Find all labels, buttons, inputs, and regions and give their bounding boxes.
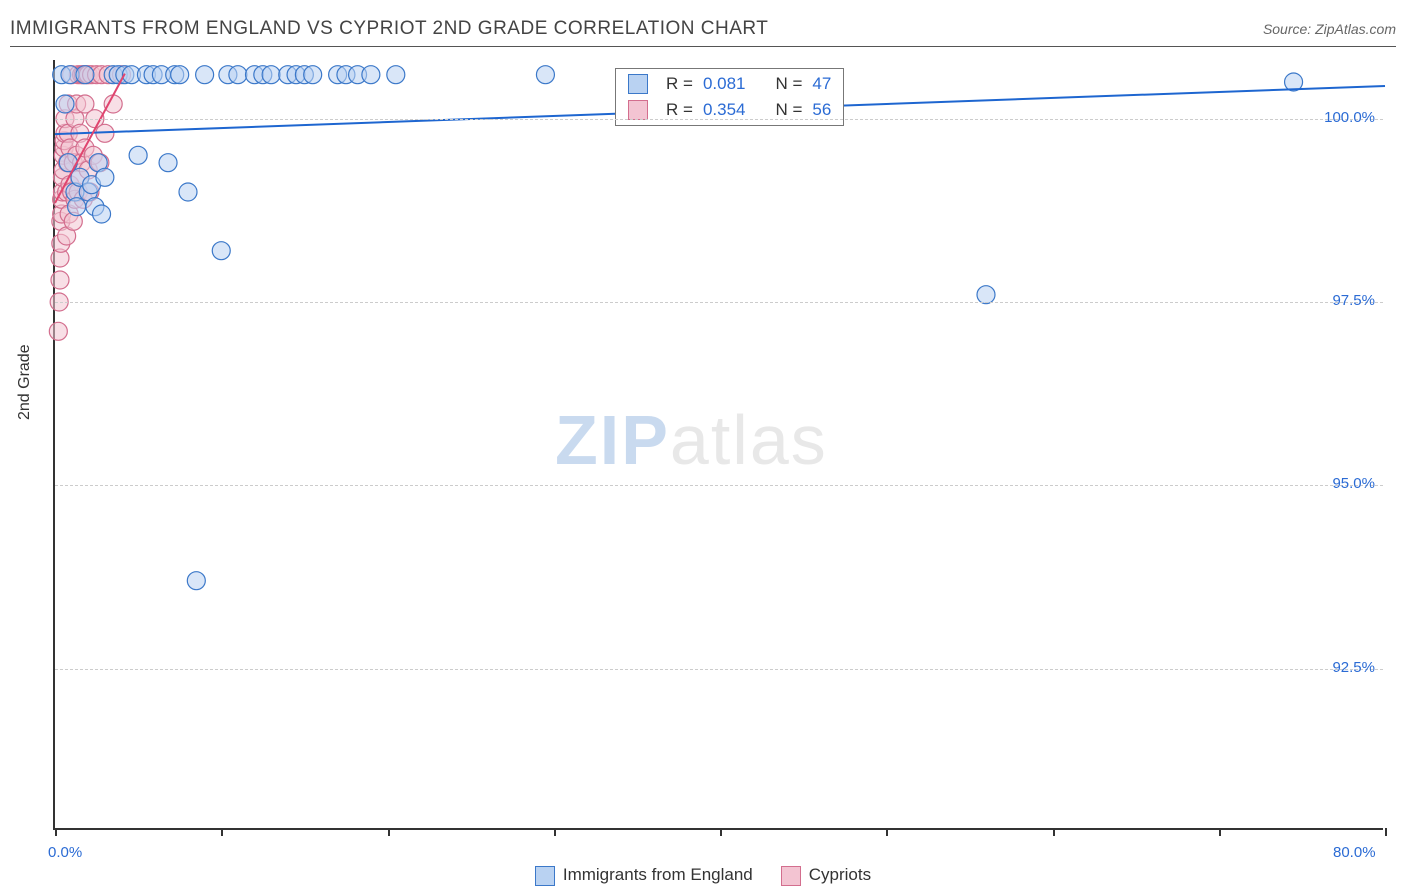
x-tick (1219, 828, 1221, 836)
point-england (96, 168, 114, 186)
legend-swatch-england-icon (535, 866, 555, 886)
gridline (55, 119, 1383, 120)
legend-item-england: Immigrants from England (535, 865, 753, 886)
stats-box: R = 0.081 N = 47 R = 0.354 N = 56 (615, 68, 844, 126)
stats-n-label: N = (775, 100, 802, 120)
point-england (159, 154, 177, 172)
plot-svg (55, 60, 1385, 830)
gridline (55, 669, 1383, 670)
point-england (362, 66, 380, 84)
point-england (171, 66, 189, 84)
y-axis-label: 2nd Grade (16, 344, 34, 420)
legend-item-cypriots: Cypriots (781, 865, 871, 886)
stats-r-label: R = (666, 74, 693, 94)
x-tick (221, 828, 223, 836)
stats-n-label: N = (775, 74, 802, 94)
gridline (55, 485, 1383, 486)
point-england (304, 66, 322, 84)
point-england (387, 66, 405, 84)
point-cypriots (51, 271, 69, 289)
y-tick-label: 92.5% (1332, 659, 1375, 676)
point-england (93, 205, 111, 223)
title-bar: IMMIGRANTS FROM ENGLAND VS CYPRIOT 2ND G… (10, 18, 1396, 47)
y-tick-label: 95.0% (1332, 475, 1375, 492)
scatter-plot: ZIPatlas R = 0.081 N = 47 R = 0.354 N = … (53, 60, 1383, 830)
point-england (76, 66, 94, 84)
point-england (229, 66, 247, 84)
point-england (262, 66, 280, 84)
x-tick (1053, 828, 1055, 836)
stats-r-england: 0.081 (703, 74, 746, 94)
legend-swatch-cypriots-icon (781, 866, 801, 886)
point-england (59, 154, 77, 172)
stats-n-england: 47 (812, 74, 831, 94)
x-tick (886, 828, 888, 836)
y-tick-label: 97.5% (1332, 292, 1375, 309)
point-england (536, 66, 554, 84)
chart-title: IMMIGRANTS FROM ENGLAND VS CYPRIOT 2ND G… (10, 18, 768, 40)
stats-row-england: R = 0.081 N = 47 (616, 71, 843, 97)
stats-r-label: R = (666, 100, 693, 120)
swatch-cypriots-icon (628, 100, 648, 120)
gridline (55, 302, 1383, 303)
x-tick (388, 828, 390, 836)
chart-source: Source: ZipAtlas.com (1263, 21, 1396, 37)
point-england (977, 286, 995, 304)
stats-r-cypriots: 0.354 (703, 100, 746, 120)
point-england (179, 183, 197, 201)
point-england (129, 146, 147, 164)
x-tick (55, 828, 57, 836)
point-england (56, 95, 74, 113)
point-cypriots (104, 95, 122, 113)
x-tick (554, 828, 556, 836)
point-england (187, 572, 205, 590)
point-england (196, 66, 214, 84)
point-cypriots (49, 322, 67, 340)
x-tick (720, 828, 722, 836)
x-min-label: 0.0% (48, 844, 82, 861)
stats-n-cypriots: 56 (812, 100, 831, 120)
y-tick-label: 100.0% (1324, 109, 1375, 126)
legend: Immigrants from England Cypriots (0, 865, 1406, 886)
point-england (68, 198, 86, 216)
legend-label-cypriots: Cypriots (809, 865, 871, 884)
point-england (212, 242, 230, 260)
x-max-label: 80.0% (1333, 844, 1376, 861)
legend-label-england: Immigrants from England (563, 865, 753, 884)
x-tick (1385, 828, 1387, 836)
swatch-england-icon (628, 74, 648, 94)
